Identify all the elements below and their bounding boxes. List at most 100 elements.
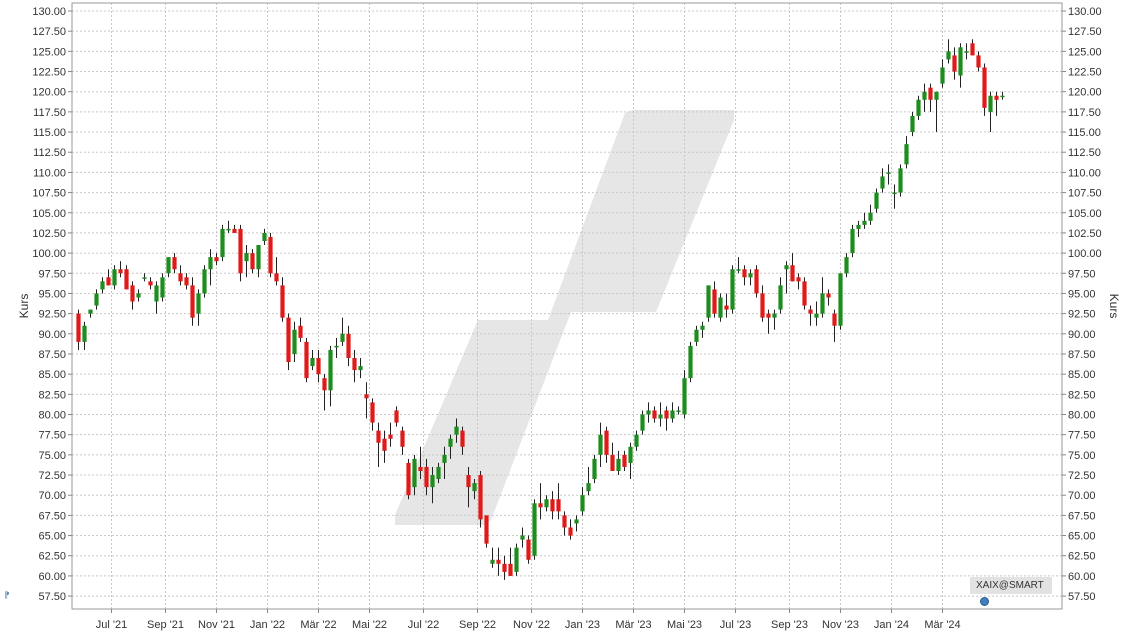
x-tick-label: Nov '21 — [198, 619, 235, 631]
candle-body — [202, 269, 207, 294]
candle-body — [622, 454, 627, 467]
candle-body — [346, 333, 351, 359]
candle-body — [538, 503, 543, 508]
candle-body — [598, 434, 603, 455]
candle-body — [514, 547, 519, 572]
candle — [448, 434, 453, 459]
candle-body — [832, 313, 837, 326]
x-tick-label: Sep '21 — [147, 619, 184, 631]
x-tick-label: Jul '21 — [96, 619, 127, 631]
candle-body — [268, 236, 273, 274]
y-tick-label: 125.00 — [1068, 46, 1102, 58]
candle-body — [826, 293, 831, 298]
candle-body — [544, 499, 549, 508]
y-tick-label: 122.50 — [32, 67, 66, 79]
candle-body — [610, 454, 615, 471]
candle-body — [256, 245, 261, 270]
candle-body — [628, 446, 633, 463]
y-tick-label: 105.00 — [1068, 208, 1102, 220]
candle-body — [856, 224, 861, 229]
candle — [472, 479, 477, 500]
candle-body — [490, 559, 495, 564]
x-tick-label: Mär '23 — [615, 619, 651, 631]
candle-body — [820, 293, 825, 314]
candle — [808, 305, 813, 326]
candle — [652, 406, 657, 423]
candle — [724, 293, 729, 318]
candle — [628, 442, 633, 480]
candle — [154, 281, 159, 314]
candle — [412, 454, 417, 496]
candle — [112, 265, 117, 290]
candle — [718, 293, 723, 322]
candle-body — [136, 293, 141, 298]
candle — [352, 349, 357, 383]
candle-body — [154, 285, 159, 302]
candle — [142, 273, 147, 282]
candle — [946, 39, 951, 64]
y-tick-label: 107.50 — [32, 188, 66, 200]
candle — [682, 370, 687, 419]
candle-body — [406, 462, 411, 496]
candle — [436, 462, 441, 484]
y-tick-label: 115.00 — [33, 127, 66, 139]
candle-body — [388, 434, 393, 439]
candle-body — [172, 257, 177, 270]
candle-body — [394, 410, 399, 423]
candle — [874, 188, 879, 213]
candle — [196, 289, 201, 326]
candle-body — [904, 144, 909, 165]
candle — [856, 220, 861, 237]
y-tick-label: 82.50 — [38, 389, 66, 401]
candle — [82, 321, 87, 350]
y-tick-label: 110.00 — [1068, 167, 1101, 179]
candle — [304, 337, 309, 383]
candle-body — [328, 349, 333, 391]
candle-body — [688, 345, 693, 379]
candle-body — [796, 277, 801, 282]
y-tick-label: 95.00 — [1068, 288, 1096, 300]
candle-body — [652, 410, 657, 419]
candle-body — [412, 458, 417, 488]
x-tick-label: Mai '23 — [667, 619, 702, 631]
candle-body — [886, 172, 891, 174]
y-tick-label: 77.50 — [38, 430, 66, 442]
candle-body — [934, 91, 939, 100]
candle-body — [472, 483, 477, 492]
globe-icon — [980, 597, 989, 606]
candle-body — [526, 539, 531, 560]
y-tick-label: 87.50 — [38, 349, 66, 361]
candle — [430, 466, 435, 504]
y-tick-label: 80.00 — [38, 410, 66, 422]
candle — [526, 535, 531, 564]
x-tick-label: Nov '23 — [822, 619, 859, 631]
candle — [226, 220, 231, 233]
candle — [886, 164, 891, 185]
y-tick-label: 130.00 — [1068, 6, 1102, 18]
candle-body — [358, 366, 363, 371]
candle — [910, 111, 915, 137]
candle-body — [226, 228, 231, 231]
candle-body — [700, 325, 705, 330]
source-badge: XAIX@SMART — [970, 577, 1052, 606]
candle — [592, 454, 597, 484]
candle — [328, 345, 333, 407]
candle-body — [196, 293, 201, 314]
x-axis: Jul '21 Sep '21 Nov '21 Jan '22 Mär '22 Mai '… — [96, 609, 961, 631]
candle — [340, 317, 345, 346]
y-tick-label: 115.00 — [1068, 127, 1101, 139]
y-tick-label: 85.00 — [38, 369, 66, 381]
y-tick-label: 110.00 — [33, 167, 66, 179]
candle — [124, 265, 129, 290]
x-tick-label: Nov '22 — [513, 619, 550, 631]
y-tick-label: 117.50 — [33, 107, 66, 119]
candle — [922, 83, 927, 112]
candle — [406, 458, 411, 500]
candle — [334, 337, 339, 359]
candle — [244, 245, 249, 278]
y-tick-label: 125.00 — [32, 46, 66, 58]
y-tick-label: 112.50 — [1068, 147, 1101, 159]
candle — [370, 398, 375, 431]
candle-body — [160, 277, 165, 298]
candle — [730, 265, 735, 314]
